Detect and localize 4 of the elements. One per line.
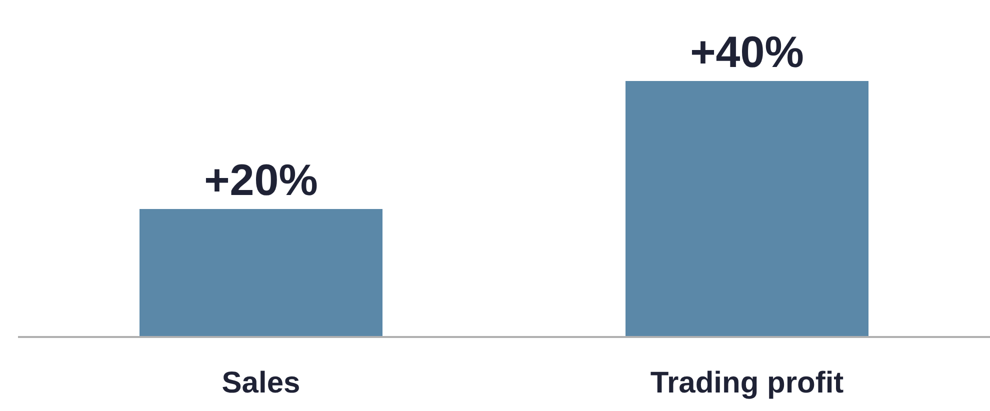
- data-label: +40%: [690, 28, 804, 77]
- x-tick-label: Trading profit: [650, 366, 844, 400]
- x-tick-label: Sales: [222, 366, 300, 400]
- data-label: +20%: [204, 156, 318, 205]
